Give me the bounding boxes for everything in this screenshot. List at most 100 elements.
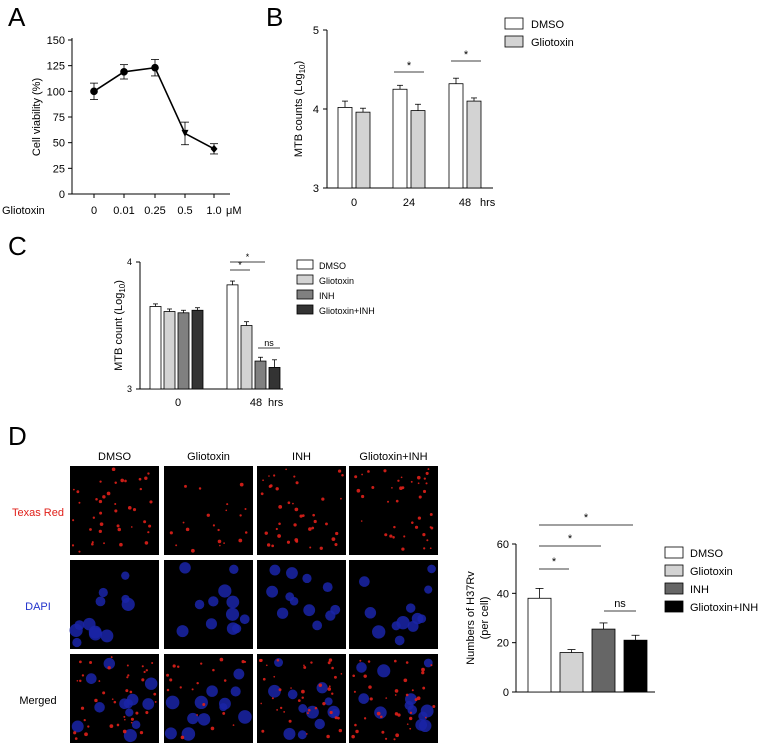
mtb-signal xyxy=(143,520,147,524)
mtb-signal xyxy=(329,710,333,715)
mtb-signal xyxy=(73,731,77,735)
bar-dmso xyxy=(337,107,353,189)
legend-label: DMSO xyxy=(319,261,346,271)
y-tick-label: 0 xyxy=(503,687,509,699)
mtb-signal xyxy=(403,535,406,538)
mtb-signal xyxy=(414,698,418,702)
mtb-signal xyxy=(411,521,414,524)
mtb-signal xyxy=(383,469,387,473)
mtb-signal xyxy=(367,470,370,473)
bar-series-2 xyxy=(254,360,267,390)
mtb-signal xyxy=(331,692,334,695)
legend-swatch xyxy=(664,546,684,559)
significance-label: ns xyxy=(264,338,274,348)
mtb-signal xyxy=(114,481,117,484)
legend-label: Gliotoxin+INH xyxy=(319,306,375,316)
significance-label: ns xyxy=(614,598,626,610)
mtb-signal xyxy=(353,690,356,693)
nucleus xyxy=(238,710,252,724)
mtb-signal xyxy=(425,471,429,475)
mtb-signal xyxy=(198,487,202,490)
mtb-signal xyxy=(102,495,106,499)
panel-a: A 0 25 50 75 100 125 150 0 0.01 0.25 0.5 1.0 Gliotox… xyxy=(2,2,242,217)
nucleus xyxy=(121,571,130,580)
mtb-signal xyxy=(127,674,130,677)
nucleus xyxy=(303,604,316,617)
mtb-signal xyxy=(139,487,143,491)
nucleus xyxy=(142,698,155,710)
mtb-signal xyxy=(363,717,367,720)
nucleus xyxy=(404,700,414,710)
mtb-signal xyxy=(266,543,271,547)
micrograph-tile xyxy=(164,466,253,555)
nucleus xyxy=(312,620,323,631)
nucleus xyxy=(405,603,416,613)
mtb-signal xyxy=(356,488,361,493)
mtb-signal xyxy=(411,689,414,692)
column-label: DMSO xyxy=(98,451,131,463)
mtb-signal xyxy=(135,711,139,715)
mtb-signal xyxy=(244,531,248,534)
nucleus xyxy=(316,682,328,694)
mtb-signal xyxy=(328,685,331,688)
bar-2 xyxy=(591,628,616,693)
mtb-signal xyxy=(98,499,103,504)
mtb-signal xyxy=(422,686,426,690)
nucleus xyxy=(274,658,284,667)
micrograph-tile xyxy=(164,560,253,649)
mtb-signal xyxy=(361,494,365,499)
mtb-signal xyxy=(124,718,126,721)
nucleus xyxy=(289,596,299,606)
mtb-signal xyxy=(180,735,185,740)
y-tick-label: 25 xyxy=(53,163,65,175)
mtb-signal xyxy=(384,533,388,537)
mtb-signal xyxy=(166,688,170,692)
nucleus xyxy=(72,637,82,648)
data-point xyxy=(181,129,189,137)
mtb-signal xyxy=(391,486,393,489)
micrograph-tile xyxy=(349,654,438,743)
mtb-signal xyxy=(337,716,340,720)
mtb-signal xyxy=(303,664,305,667)
mtb-signal xyxy=(286,540,291,544)
mtb-signal xyxy=(331,666,334,670)
mtb-signal xyxy=(217,528,220,532)
panel-letter-c: C xyxy=(8,231,27,261)
panel-letter-d: D xyxy=(8,421,27,451)
mtb-signal xyxy=(400,476,403,479)
mtb-signal xyxy=(311,526,315,530)
mtb-signal xyxy=(395,733,400,738)
mtb-signal xyxy=(327,661,331,665)
significance-label: * xyxy=(407,60,412,72)
mtb-signal xyxy=(144,476,148,480)
nucleus xyxy=(266,585,279,598)
mtb-signal xyxy=(219,544,221,547)
row-label: Merged xyxy=(19,695,56,707)
mtb-signal xyxy=(425,482,428,485)
bar-series-1 xyxy=(240,325,253,390)
significance-label: * xyxy=(464,49,469,61)
y-tick-label: 4 xyxy=(313,104,319,116)
data-point xyxy=(210,144,218,153)
mtb-signal xyxy=(132,508,137,512)
mtb-signal xyxy=(327,687,332,691)
nucleus xyxy=(85,673,97,684)
mtb-signal xyxy=(196,681,199,685)
mtb-signal xyxy=(244,508,247,511)
y-tick-label: 0 xyxy=(59,189,65,201)
y-tick-label: 75 xyxy=(53,112,65,124)
micrograph-background xyxy=(70,560,159,649)
mtb-signal xyxy=(306,733,308,735)
mtb-signal xyxy=(307,708,311,712)
y-tick-label: 125 xyxy=(47,61,65,73)
data-point xyxy=(151,63,159,72)
mtb-signal xyxy=(149,500,153,504)
mtb-signal xyxy=(91,541,94,544)
nucleus xyxy=(302,573,312,584)
significance-label: * xyxy=(568,533,573,545)
mtb-signal xyxy=(103,542,105,545)
mtb-signal xyxy=(260,492,264,496)
mtb-signal xyxy=(278,688,282,692)
mtb-signal xyxy=(114,509,118,513)
mtb-signal xyxy=(72,488,75,491)
